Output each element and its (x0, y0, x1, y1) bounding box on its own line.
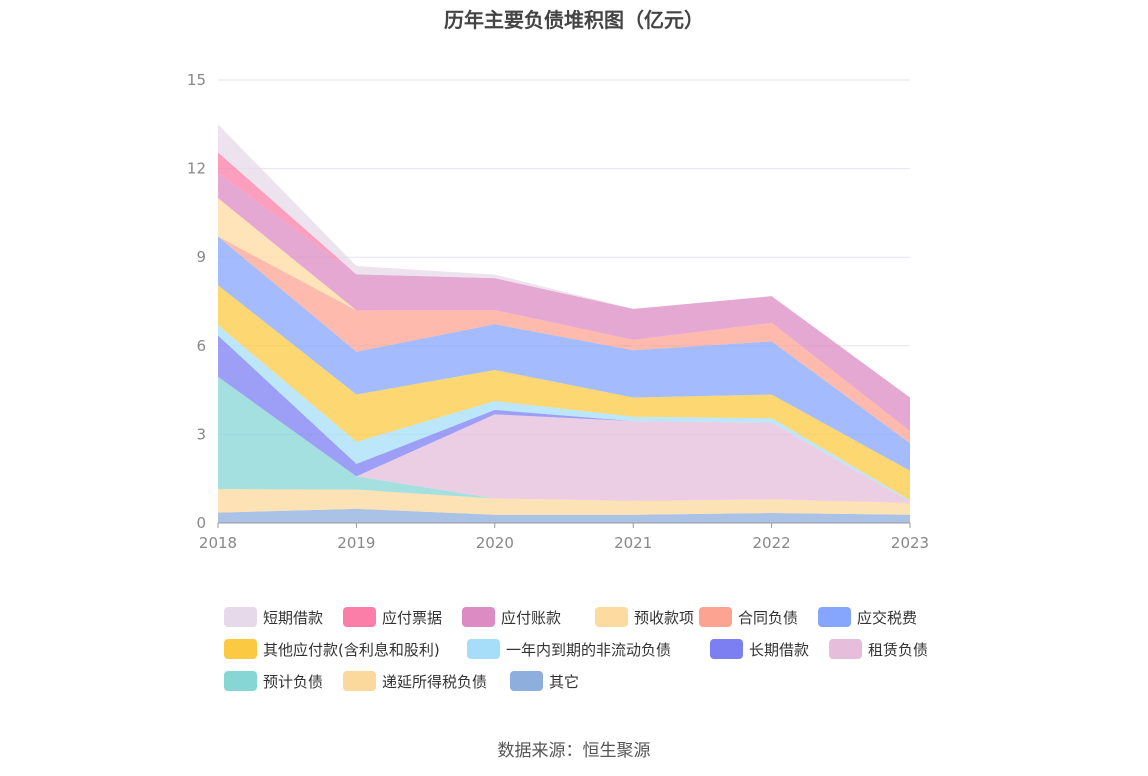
legend-swatch (699, 607, 732, 627)
legend-label: 预计负债 (263, 672, 324, 691)
chart-title: 历年主要负债堆积图（亿元） (444, 8, 704, 32)
legend-swatch (595, 607, 628, 627)
legend-label: 其它 (549, 672, 580, 691)
legend-item[interactable]: 长期借款 (710, 638, 809, 660)
area-series-5 (218, 325, 910, 502)
area-series-8 (218, 236, 910, 444)
legend-label: 其他应付款(含利息和股利) (263, 640, 440, 659)
legend-swatch (818, 607, 851, 627)
x-tick-label: 2023 (891, 534, 929, 552)
legend-label: 合同负债 (738, 608, 799, 627)
legend-swatch (829, 639, 862, 659)
legend-item[interactable]: 其他应付款(含利息和股利) (224, 638, 440, 660)
legend-label: 递延所得税负债 (382, 672, 488, 691)
x-tick-label: 2018 (199, 534, 237, 552)
legend-item[interactable]: 一年内到期的非流动负债 (467, 638, 671, 660)
area-series-0 (218, 508, 910, 523)
legend-swatch (462, 607, 495, 627)
y-tick-label: 9 (196, 248, 206, 266)
legend-item[interactable]: 应交税费 (818, 606, 917, 628)
legend-swatch (710, 639, 743, 659)
legend-swatch (224, 639, 257, 659)
stacked-area-chart: 0 3 6 9 12 15 2018 2019 2020 2021 2022 2023 (187, 71, 929, 552)
legend-swatch (224, 607, 257, 627)
legend-item[interactable]: 短期借款 (224, 606, 323, 628)
area-series-6 (218, 285, 910, 501)
legend-label: 预收款项 (634, 608, 695, 627)
legend-swatch (510, 671, 543, 691)
x-tick-label: 2019 (337, 534, 375, 552)
legend-item[interactable]: 应付账款 (462, 606, 561, 628)
legend-swatch (224, 671, 257, 691)
legend-item[interactable]: 预计负债 (224, 670, 323, 692)
legend-item[interactable]: 预收款项 (595, 606, 694, 628)
legend-label: 应付账款 (501, 608, 562, 627)
legend-swatch (467, 639, 500, 659)
legend-item[interactable]: 递延所得税负债 (343, 670, 487, 692)
x-tick-label: 2021 (614, 534, 652, 552)
legend-label: 应付票据 (382, 608, 443, 627)
legend-item[interactable]: 租赁负债 (829, 638, 928, 660)
y-tick-label: 12 (187, 160, 206, 178)
y-tick-label: 0 (196, 514, 206, 532)
legend-label: 租赁负债 (868, 640, 929, 659)
y-tick-label: 6 (196, 337, 206, 355)
legend-swatch (343, 671, 376, 691)
legend-label: 应交税费 (857, 608, 918, 627)
x-tick-label: 2020 (476, 534, 514, 552)
x-tick-label: 2022 (753, 534, 791, 552)
legend-label: 长期借款 (749, 640, 810, 659)
legend-item[interactable]: 合同负债 (699, 606, 798, 628)
area-series-10 (218, 173, 910, 432)
legend-item[interactable]: 应付票据 (343, 606, 442, 628)
area-series-3 (218, 376, 910, 503)
y-tick-label: 3 (196, 425, 206, 443)
legend-label: 一年内到期的非流动负债 (506, 640, 672, 659)
source-note: 数据来源：恒生聚源 (497, 741, 651, 761)
legend-swatch (343, 607, 376, 627)
area-series-1 (218, 489, 910, 515)
y-tick-label: 15 (187, 71, 206, 89)
legend-label: 短期借款 (263, 608, 324, 627)
legend-item[interactable]: 其它 (510, 670, 579, 692)
area-series-7 (218, 236, 910, 471)
area-series-4 (218, 335, 910, 502)
